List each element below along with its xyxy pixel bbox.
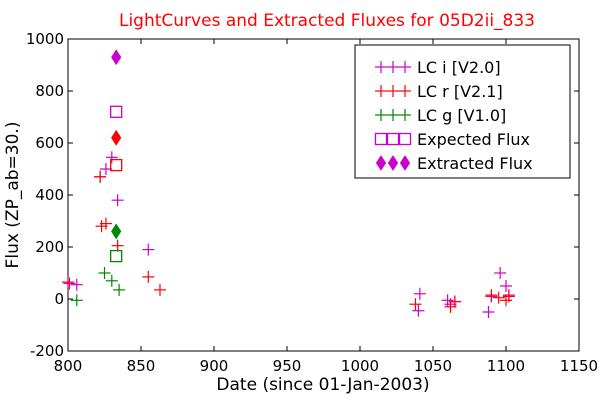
legend-marker bbox=[387, 155, 399, 171]
legend-marker bbox=[375, 61, 387, 73]
data-point bbox=[485, 289, 498, 302]
x-tick-label: 800 bbox=[54, 357, 83, 375]
data-point bbox=[409, 298, 422, 311]
x-tick-label: 900 bbox=[200, 357, 229, 375]
x-tick-label: 950 bbox=[273, 357, 302, 375]
data-point bbox=[62, 276, 74, 289]
data-point bbox=[70, 294, 83, 307]
y-tick-label: 800 bbox=[35, 82, 64, 100]
axis-ticks: 800 850 900 950 1000 1050 1100 1150 -200 0 200 400 6… bbox=[26, 30, 598, 375]
data-point bbox=[110, 249, 123, 263]
legend-marker bbox=[375, 155, 387, 171]
data-point bbox=[111, 223, 122, 240]
data-point bbox=[111, 239, 124, 252]
data-point bbox=[142, 270, 155, 283]
y-tick-label: 0 bbox=[54, 290, 64, 308]
legend-marker bbox=[398, 132, 412, 146]
data-point bbox=[105, 274, 118, 287]
legend-marker bbox=[375, 109, 387, 121]
data-point bbox=[111, 49, 122, 66]
legend-marker bbox=[399, 85, 411, 97]
legend-label: Expected Flux bbox=[417, 130, 530, 149]
legend-marker bbox=[387, 85, 399, 97]
legend-marker bbox=[399, 109, 411, 121]
x-tick-label: 1050 bbox=[414, 357, 452, 375]
legend-marker bbox=[387, 61, 399, 73]
data-point bbox=[494, 267, 507, 279]
data-point bbox=[412, 304, 425, 317]
y-axis-label: Flux (ZP_ab=30.) bbox=[3, 122, 23, 269]
data-point bbox=[492, 291, 505, 304]
x-tick-label: 1100 bbox=[487, 357, 525, 375]
y-tick-label: 600 bbox=[35, 134, 64, 152]
data-point bbox=[110, 105, 123, 118]
x-axis-label: Date (since 01-Jan-2003) bbox=[216, 375, 429, 395]
data-point bbox=[113, 283, 126, 296]
data-point bbox=[110, 158, 123, 172]
y-tick-label: 1000 bbox=[26, 30, 64, 48]
data-point bbox=[63, 277, 76, 290]
data-marks bbox=[62, 49, 515, 318]
legend-label: LC i [V2.0] bbox=[417, 58, 501, 77]
data-point bbox=[413, 287, 426, 300]
legend-marker bbox=[386, 132, 400, 146]
legend: LC i [V2.0] LC r [V2.1] LC g [V1.0] Expecte… bbox=[354, 44, 571, 179]
data-point bbox=[153, 283, 166, 296]
data-point bbox=[142, 243, 155, 256]
y-tick-label: 200 bbox=[35, 238, 64, 256]
legend-marker bbox=[399, 61, 411, 73]
data-point bbox=[94, 170, 107, 183]
legend-marker bbox=[375, 85, 387, 97]
x-tick-label: 1000 bbox=[341, 357, 379, 375]
data-point bbox=[502, 290, 515, 303]
data-point bbox=[70, 278, 83, 291]
chart-title: LightCurves and Extracted Fluxes for 05D… bbox=[119, 11, 535, 31]
data-point bbox=[111, 129, 122, 146]
x-tick-label: 1150 bbox=[560, 357, 598, 375]
legend-label: Extracted Flux bbox=[417, 154, 533, 173]
legend-label: LC g [V1.0] bbox=[417, 106, 506, 125]
data-point bbox=[98, 267, 111, 279]
legend-label: LC r [V2.1] bbox=[417, 82, 503, 101]
data-point bbox=[99, 163, 112, 175]
data-point bbox=[500, 280, 512, 292]
x-tick-label: 850 bbox=[127, 357, 156, 375]
legend-marker bbox=[399, 155, 411, 171]
y-tick-label: 400 bbox=[35, 186, 64, 204]
data-point bbox=[99, 217, 112, 230]
data-point bbox=[111, 194, 124, 207]
data-point bbox=[105, 151, 118, 164]
y-tick-label: -200 bbox=[30, 342, 64, 360]
data-point bbox=[482, 306, 495, 318]
data-point bbox=[448, 295, 461, 308]
legend-marker bbox=[374, 132, 388, 146]
legend-marker bbox=[387, 109, 399, 121]
